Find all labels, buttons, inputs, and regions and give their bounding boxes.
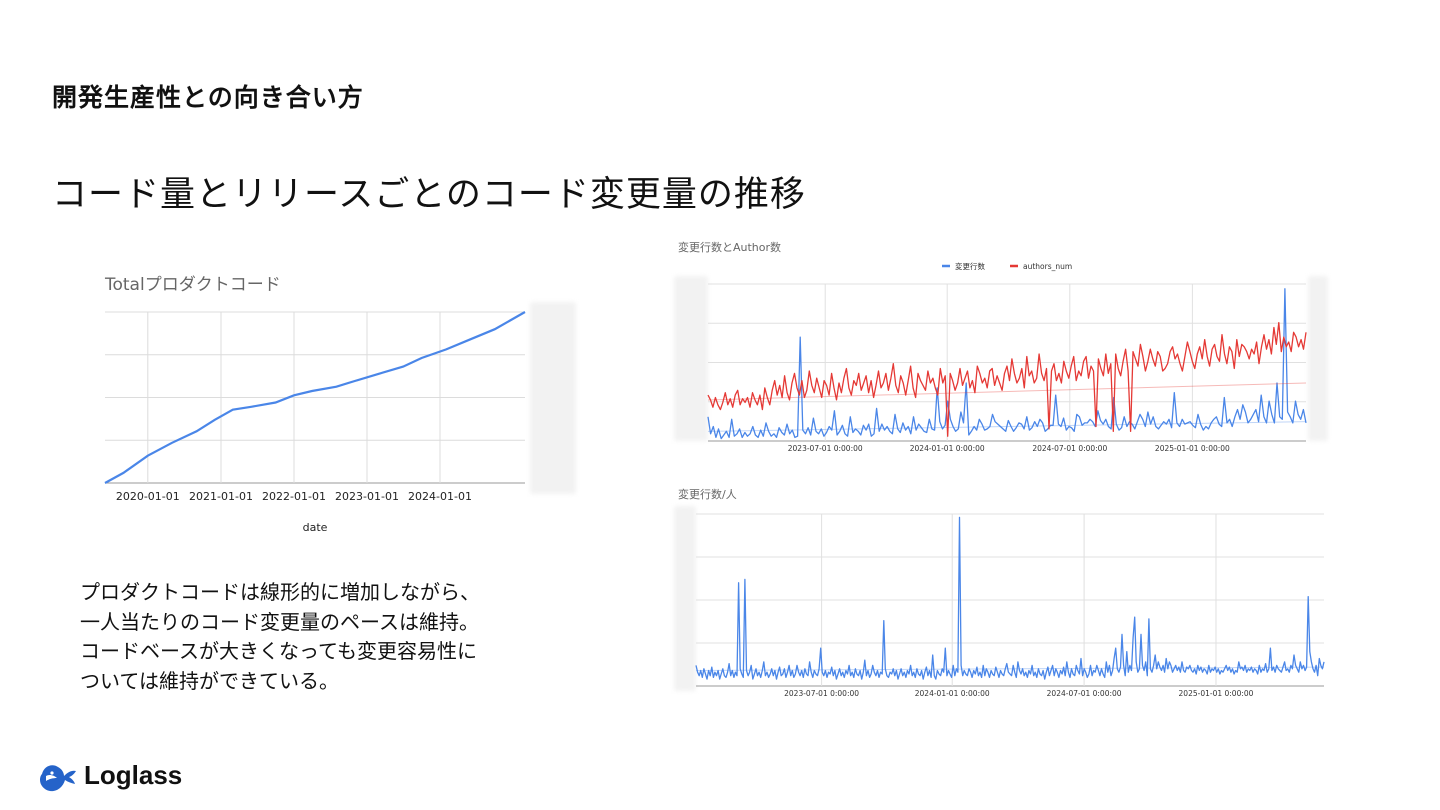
blurred-y-axis-labels xyxy=(530,302,576,494)
x-tick-label: 2025-01-01 0:00:00 xyxy=(1179,689,1254,698)
series-line-per-person xyxy=(695,516,1325,680)
changes-per-person-chart: 変更行数/人 2023-07-01 0:00:00 2024-01-01 0:00:… xyxy=(672,478,1332,703)
slide-title: コード量とリリースごとのコード変更量の推移 xyxy=(52,175,806,215)
blurred-right-axis-labels xyxy=(1308,276,1328,441)
x-tick-label: 2025-01-01 0:00:00 xyxy=(1155,444,1230,453)
x-tick-label: 2024-01-01 0:00:00 xyxy=(910,444,985,453)
chart-title: 変更行数/人 xyxy=(678,487,737,501)
trendline xyxy=(695,666,1325,672)
x-tick-label: 2023-01-01 xyxy=(335,490,399,503)
x-axis-label: date xyxy=(303,521,328,534)
changes-authors-chart-svg: 変更行数とAuthor数 2023-07-01 0:00:00 2024-01-01… xyxy=(678,240,1307,453)
legend-label: 変更行数 xyxy=(955,261,985,271)
blurred-y-axis-labels-3 xyxy=(674,506,696,691)
total-code-chart-svg: Totalプロダクトコード 2020-01-01 2021-01-01 2022-01… xyxy=(104,275,526,534)
x-tick-label: 2023-07-01 0:00:00 xyxy=(788,444,863,453)
changes-per-person-chart-svg: 変更行数/人 2023-07-01 0:00:00 2024-01-01 0:00:… xyxy=(678,487,1325,698)
note-line-1: プロダクトコードは線形的に増加しながら、 xyxy=(80,580,480,604)
series-line-authors xyxy=(707,321,1307,437)
loglass-logo: Loglass xyxy=(38,760,198,796)
note-line-2: 一人当たりのコード変更量のペースは維持。 xyxy=(80,609,479,634)
x-tick-label: 2024-07-01 0:00:00 xyxy=(1032,444,1107,453)
x-tick-label: 2023-07-01 0:00:00 xyxy=(784,689,859,698)
trendline xyxy=(707,382,1307,401)
x-tick-label: 2021-01-01 xyxy=(189,490,253,503)
logo-wordmark: Loglass xyxy=(84,760,183,790)
legend-label: authors_num xyxy=(1023,262,1072,271)
series-line-changed-lines xyxy=(707,288,1307,440)
note-line-3: コードベースが大きくなっても変更容易性に xyxy=(80,639,477,663)
blurred-left-axis-labels xyxy=(674,276,708,441)
changes-authors-chart: 変更行数とAuthor数 2023-07-01 0:00:00 2024-01-01… xyxy=(672,232,1332,457)
chart-title: Totalプロダクトコード xyxy=(104,275,281,295)
x-tick-label: 2024-01-01 xyxy=(408,490,472,503)
summary-note: プロダクトコードは線形的に増加しながら、 一人当たりのコード変更量のペースは維持… xyxy=(80,578,480,696)
whale-logo-icon xyxy=(40,765,76,792)
series-line-total-code xyxy=(104,311,526,484)
x-tick-label: 2024-07-01 0:00:00 xyxy=(1047,689,1122,698)
x-tick-label: 2022-01-01 xyxy=(262,490,326,503)
x-tick-label: 2024-01-01 0:00:00 xyxy=(915,689,990,698)
section-title: 開発生産性との向き合い方 xyxy=(52,83,364,112)
total-code-chart: Totalプロダクトコード 2020-01-01 2021-01-01 2022-01… xyxy=(90,262,590,542)
x-tick-label: 2020-01-01 xyxy=(116,490,180,503)
chart-title: 変更行数とAuthor数 xyxy=(678,240,781,254)
note-line-4: ついては維持ができている。 xyxy=(80,668,339,693)
trendline xyxy=(707,421,1307,432)
